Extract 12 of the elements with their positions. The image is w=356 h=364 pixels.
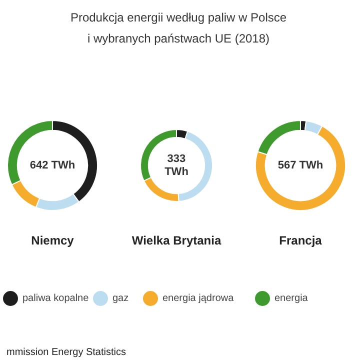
legend-label: energia bbox=[274, 293, 308, 304]
legend-label: gaz bbox=[112, 293, 129, 304]
text: Niemcy bbox=[31, 234, 74, 248]
text: 333 TWh bbox=[164, 152, 189, 178]
text: 567 TWh bbox=[278, 160, 324, 172]
legend-label: energia jądrowa bbox=[162, 293, 234, 304]
chart-title: Produkcja energii według paliw w Polsce i wybranych państwach UE (2018) bbox=[70, 10, 287, 46]
text: Francja bbox=[279, 234, 322, 248]
text: mmission Energy Statistics bbox=[6, 347, 126, 358]
text: Wielka Brytania bbox=[132, 234, 222, 248]
text: 642 TWh bbox=[30, 160, 76, 172]
legend-label: paliwa kopalne bbox=[22, 293, 90, 304]
